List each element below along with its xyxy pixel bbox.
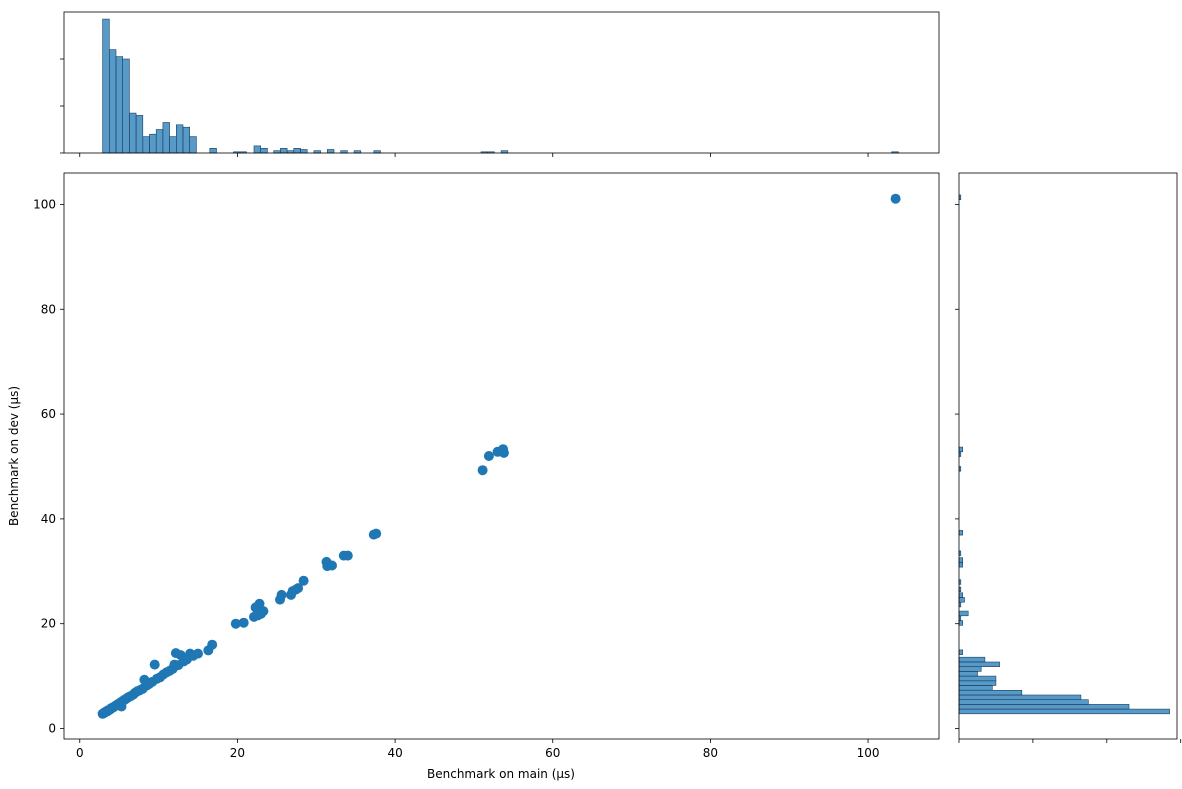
marginal-y-bar xyxy=(958,446,964,453)
scatter-point xyxy=(293,583,304,594)
marginal-y-bar xyxy=(958,666,982,672)
scatter-plot: 0 20 40 60 80 100 0 20 40 60 80 100 Benchmark on m… xyxy=(7,172,940,781)
scatter-point xyxy=(483,451,494,461)
x-tick-label: 100 xyxy=(857,746,880,760)
y-tick-label: 0 xyxy=(48,722,56,736)
marginal-x-bar xyxy=(115,56,123,154)
scatter-point xyxy=(498,447,509,458)
marginal-y-bar xyxy=(958,675,997,682)
marginal-y-bar xyxy=(958,708,1170,715)
y-tick-label: 80 xyxy=(41,302,56,316)
scatter-point xyxy=(230,618,241,629)
marginal-y-bar xyxy=(958,557,964,563)
scatter-frame xyxy=(63,172,940,740)
scatter-point xyxy=(207,639,218,650)
marginal-y-bar xyxy=(958,694,1082,700)
marginal-y-bar xyxy=(958,704,1130,710)
marginal-x-bar xyxy=(135,115,144,154)
x-tick-label: 20 xyxy=(230,746,245,760)
marginal-x-bar xyxy=(149,133,157,154)
marginal-x-histogram xyxy=(60,11,940,157)
marginal-x-bar xyxy=(162,122,170,154)
x-axis-label: Benchmark on main (µs) xyxy=(427,767,575,781)
marginal-x-bar xyxy=(280,148,288,154)
y-tick-label: 60 xyxy=(41,407,56,421)
marginal-y-bar xyxy=(958,620,964,626)
x-axis: 0 20 40 60 80 100 xyxy=(76,739,880,760)
marginal-y-ticks xyxy=(955,204,1182,743)
marginal-x-bar xyxy=(176,124,184,154)
scatter-point xyxy=(342,550,353,561)
marginal-y-bar xyxy=(958,562,964,568)
marginal-x-bar xyxy=(189,136,197,154)
marginal-y-bar xyxy=(958,689,1023,696)
marginal-y-bar xyxy=(958,685,993,691)
marginal-x-bar xyxy=(253,145,261,154)
y-axis-label: Benchmark on dev (µs) xyxy=(7,386,21,526)
marginal-y-bar xyxy=(958,649,964,655)
marginal-y-bar xyxy=(958,592,964,598)
marginal-y-bar xyxy=(958,671,978,677)
marginal-y-bar xyxy=(958,661,1000,667)
marginal-x-bar xyxy=(169,136,177,154)
scatter-point xyxy=(890,193,901,204)
marginal-x-bar xyxy=(129,112,137,154)
marginal-x-ticks xyxy=(60,58,869,157)
marginal-x-bar xyxy=(326,149,335,154)
marginal-y-bars xyxy=(958,194,1170,715)
marginal-x-bar xyxy=(102,18,110,154)
marginal-x-bar xyxy=(182,126,190,154)
scatter-point xyxy=(258,606,269,617)
marginal-y-bar xyxy=(958,530,964,536)
marginal-x-bar xyxy=(260,148,268,154)
scatter-points xyxy=(97,193,901,719)
y-tick-label: 40 xyxy=(41,512,56,526)
x-tick-label: 80 xyxy=(703,746,718,760)
scatter-point xyxy=(149,659,160,670)
marginal-x-bar xyxy=(122,58,130,154)
marginal-x-bar xyxy=(142,136,150,154)
marginal-x-bar xyxy=(300,149,308,154)
x-tick-label: 0 xyxy=(76,746,84,760)
marginal-y-bar xyxy=(958,680,997,686)
x-tick-label: 40 xyxy=(387,746,402,760)
y-tick-label: 100 xyxy=(33,197,56,211)
marginal-x-bar xyxy=(109,49,117,154)
scatter-point xyxy=(238,617,249,628)
scatter-point xyxy=(371,528,382,539)
marginal-y-bar xyxy=(958,656,986,663)
marginal-y-frame xyxy=(958,172,1178,740)
x-tick-label: 60 xyxy=(545,746,560,760)
marginal-y-bar xyxy=(958,699,1089,705)
marginal-y-histogram xyxy=(955,172,1182,743)
scatter-point xyxy=(327,560,337,571)
marginal-x-bar xyxy=(155,129,164,154)
y-axis: 0 20 40 60 80 100 xyxy=(33,197,64,736)
marginal-y-bar xyxy=(958,610,969,617)
scatter-point xyxy=(477,465,488,476)
marginal-x-bar xyxy=(209,148,217,154)
marginal-x-bar xyxy=(293,148,301,154)
marginal-x-frame xyxy=(63,11,940,154)
scatter-point xyxy=(298,575,309,586)
scatter-point xyxy=(193,648,203,659)
y-tick-label: 20 xyxy=(41,617,56,631)
marginal-y-bar xyxy=(958,597,965,603)
scatter-point xyxy=(276,589,287,600)
